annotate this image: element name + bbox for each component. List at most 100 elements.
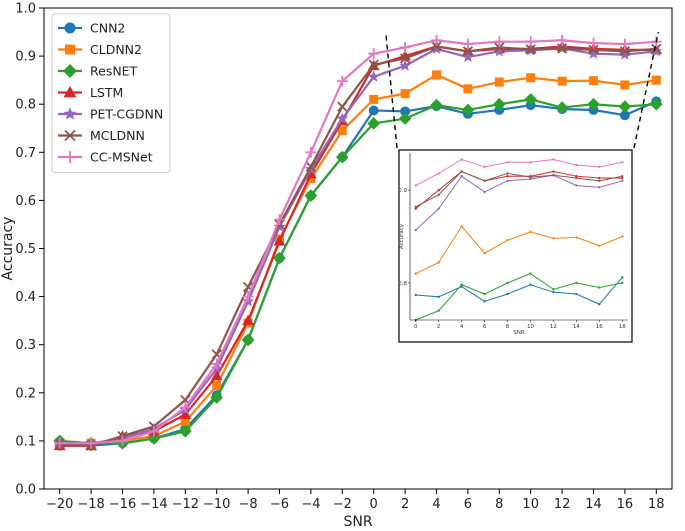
legend-item: ResNET [58, 64, 138, 79]
data-point [526, 73, 536, 83]
data-point [304, 189, 318, 202]
data-point [398, 112, 412, 125]
inset-data-point [621, 174, 624, 178]
inset-frame [398, 149, 633, 343]
inset-data-point [414, 184, 417, 187]
data-point [619, 38, 631, 50]
data-point [619, 110, 630, 121]
inset-data-point [529, 230, 532, 234]
data-point [336, 112, 349, 124]
inset-series-mcldnn [414, 170, 624, 209]
data-point [368, 48, 380, 60]
y-tick-label: 0.1 [15, 434, 36, 449]
data-point [242, 291, 254, 302]
inset-x-axis-title: SNR [513, 330, 525, 336]
data-point [430, 98, 443, 112]
x-tick-label: 0 [370, 497, 378, 512]
inset-data-point [460, 283, 463, 286]
data-point [241, 333, 255, 347]
inset-series-line [415, 170, 623, 208]
data-point [430, 42, 443, 54]
inset-series-line [415, 225, 623, 275]
data-point [651, 75, 661, 85]
inset-y-tick-label: 0.9 [398, 188, 407, 194]
inset-data-point [552, 290, 555, 294]
legend-marker [63, 64, 77, 78]
x-tick-label: 2 [401, 497, 409, 512]
x-tick-label: 10 [522, 497, 539, 512]
data-point [587, 47, 600, 59]
data-point [54, 437, 66, 449]
x-tick-label: 6 [464, 497, 472, 512]
inset-data-point [529, 283, 532, 286]
legend: CNN2 CLDNN2 ResNET LSTM PET-CGDNN MCLDNN CC-MS… [51, 13, 171, 173]
data-point [555, 101, 569, 114]
inset-x-tick-label: 14 [573, 324, 580, 330]
data-point [212, 381, 222, 391]
data-point [556, 43, 568, 54]
inset-data-point [414, 228, 417, 232]
data-point [589, 76, 598, 86]
data-point [274, 214, 285, 226]
inset-data-point [598, 186, 601, 189]
inset-data-point [621, 176, 624, 180]
inset-x-tick-label: 4 [460, 324, 464, 330]
series-cc-msnet [54, 34, 662, 449]
x-tick-label: −6 [270, 497, 289, 512]
series-line [59, 98, 657, 445]
y-tick-label: 0.4 [15, 290, 36, 305]
y-tick-label: 1.0 [15, 2, 36, 17]
legend-label: CLDNN2 [90, 42, 142, 57]
x-tick-label: −10 [203, 497, 230, 512]
inset-data-point [575, 184, 578, 187]
data-point [556, 34, 568, 46]
inset-data-point [460, 158, 463, 161]
data-point [210, 370, 223, 381]
x-tick-label: −18 [77, 497, 104, 512]
data-point [367, 117, 380, 130]
y-tick-label: 0.2 [15, 386, 36, 401]
inset-data-point [506, 239, 509, 242]
x-tick-label: −16 [109, 497, 136, 512]
inset-data-point [414, 272, 417, 275]
inset-data-point [575, 281, 578, 285]
inset-series-pet-cgdnn [414, 174, 624, 232]
inset-data-point [598, 176, 601, 180]
data-point [651, 43, 662, 55]
inset-data-point [483, 252, 486, 255]
inset-data-point [575, 163, 578, 167]
data-point [337, 126, 347, 136]
inset-data-point [460, 170, 463, 173]
legend-item: CLDNN2 [58, 42, 142, 57]
data-point [85, 437, 97, 449]
inset-data-point [483, 300, 486, 303]
inset-data-point [552, 170, 555, 173]
inset-plot: 0 2 4 6 8 10 12 14 16 18 0.8 0.9 SNR Accuracy [385, 31, 659, 343]
inset-x-tick-label: 12 [550, 324, 557, 330]
x-tick-label: 4 [432, 497, 440, 512]
legend-label: ResNET [90, 64, 138, 79]
data-point [399, 59, 412, 71]
inset-data-point [598, 165, 601, 169]
inset-data-point [506, 172, 509, 175]
x-tick-label: 16 [617, 497, 634, 512]
inset-data-point [552, 158, 555, 161]
inset-data-point [552, 237, 555, 240]
inset-data-point [598, 179, 601, 183]
data-point [493, 36, 505, 48]
inset-series-line [415, 158, 623, 186]
data-point [180, 417, 190, 427]
inset-data-point [529, 175, 532, 179]
data-point [525, 36, 537, 48]
y-tick-label: 0.7 [15, 146, 36, 161]
data-point [650, 44, 663, 57]
data-point [494, 77, 504, 87]
data-point [210, 391, 223, 404]
inset-data-point [483, 165, 486, 169]
data-point [273, 235, 286, 246]
inset-data-point [460, 225, 463, 228]
y-tick-label: 0.0 [15, 483, 36, 498]
inset-data-point [483, 190, 486, 194]
y-tick-label: 0.5 [15, 242, 36, 257]
inset-series-line [415, 273, 623, 321]
